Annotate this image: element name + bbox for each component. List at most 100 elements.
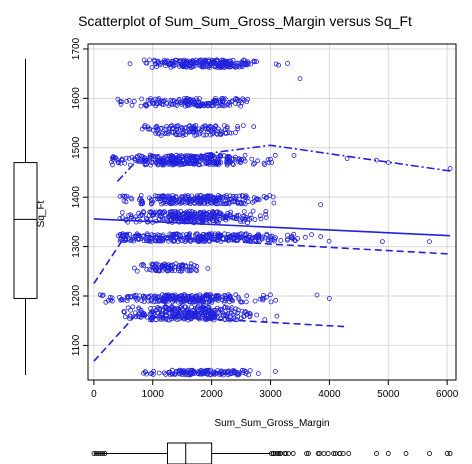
data-point [149,65,155,70]
data-point [247,310,252,316]
data-point [199,306,205,312]
data-point [156,237,162,243]
data-point [154,64,159,70]
data-point [195,103,201,109]
data-point [185,96,191,102]
data-point [141,370,147,376]
data-point [145,97,151,103]
y-tick-label: 1500 [71,136,82,159]
data-point [199,101,204,107]
data-point [187,211,193,217]
data-point [157,306,163,312]
data-point [160,216,166,222]
data-point [154,101,160,106]
data-point [151,305,157,311]
x-tick-label: 3000 [259,389,282,400]
data-point [144,266,150,272]
data-point [194,268,200,274]
data-point [142,155,148,161]
data-point [204,313,210,319]
data-point [222,304,228,310]
data-point [302,234,308,240]
data-point [159,193,165,199]
data-point [326,296,332,301]
data-point [183,264,189,270]
data-point [233,370,238,375]
data-point [179,102,185,107]
data-point [229,370,235,376]
data-point [149,213,155,219]
data-point [143,60,149,66]
data-point [148,154,154,160]
data-point [180,132,186,138]
data-point [246,234,252,240]
data-point [132,310,138,316]
data-point [152,59,158,64]
data-point [182,304,188,310]
data-point [171,159,177,165]
data-point [175,239,181,244]
data-point [194,263,200,269]
x-box-outlier [277,451,283,456]
data-point [160,298,166,304]
data-point [229,60,235,66]
data-point [149,238,155,244]
data-point [139,153,144,159]
data-point [155,59,160,65]
data-point [186,129,192,135]
data-point [284,232,290,238]
data-point [128,294,134,300]
data-point [120,231,126,237]
data-point [233,306,239,312]
data-point [151,232,157,238]
data-point [138,103,144,109]
data-point [259,235,265,241]
data-point [273,61,279,67]
data-point [159,214,165,220]
data-point [194,306,200,312]
data-point [219,64,225,69]
data-point [223,130,229,136]
data-point [129,196,135,202]
fit-lines [93,144,451,362]
x-tick-label: 1000 [142,389,165,400]
data-point [238,160,244,166]
data-point [218,131,224,137]
data-point [128,212,134,218]
data-point [241,156,247,162]
data-point [147,238,152,244]
data-point [198,200,204,206]
data-point [217,103,223,109]
data-point [252,160,258,166]
data-point [318,234,324,240]
x-box-outlier [346,451,352,456]
data-point [200,305,206,311]
data-point [152,96,158,102]
data-point [253,234,259,240]
data-point [179,266,185,272]
data-point [226,196,232,202]
data-point [244,62,250,68]
data-point [129,102,135,108]
data-point [246,372,251,378]
data-point [117,99,123,105]
data-point [235,294,241,300]
x-box-outlier [276,451,282,456]
data-point [205,154,211,160]
data-point [447,166,453,171]
data-point [189,310,195,316]
data-point [153,154,158,160]
data-point [110,162,115,168]
data-point [179,264,185,270]
data-point [125,305,131,311]
data-point [147,98,153,103]
data-point [227,233,233,239]
data-point [147,267,153,273]
data-point [156,96,162,102]
data-point [115,159,121,165]
data-point [204,60,210,66]
data-point [160,232,166,238]
x-tick-label: 2000 [201,389,224,400]
data-point [297,76,303,81]
